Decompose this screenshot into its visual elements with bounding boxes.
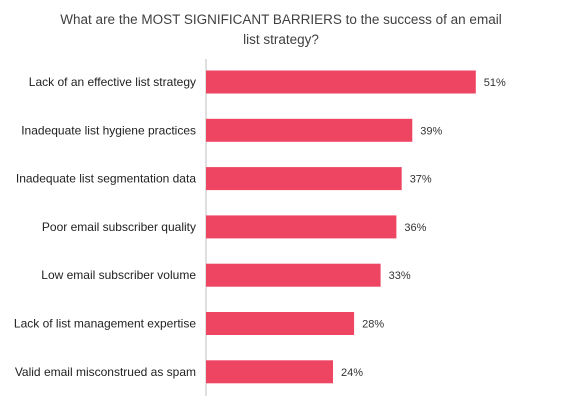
category-label-5: Lack of list management expertise [14,317,196,331]
bars-group: Lack of an effective list strategy 51% Ina… [14,70,506,384]
value-label-1: 39% [420,125,442,137]
bar-4 [206,263,381,287]
category-label-2: Inadequate list segmentation data [16,172,196,186]
value-label-5: 28% [362,319,384,331]
chart-title-line-1: What are the MOST SIGNIFICANT BARRIERS t… [60,12,501,27]
value-label-2: 37% [410,174,432,186]
category-label-0: Lack of an effective list strategy [29,75,196,89]
category-label-4: Low email subscriber volume [41,268,196,282]
value-label-6: 24% [341,367,363,379]
bar-0 [206,70,476,94]
chart-title-line-2: list strategy? [243,32,319,47]
value-label-0: 51% [484,77,506,89]
category-label-3: Poor email subscriber quality [42,220,196,234]
bar-2 [206,167,402,191]
bar-3 [206,215,397,239]
value-label-3: 36% [404,222,426,234]
value-label-4: 33% [389,270,411,282]
category-label-6: Valid email misconstrued as spam [15,365,196,379]
bar-6 [206,360,333,384]
bar-1 [206,118,413,142]
bar-5 [206,312,355,335]
category-label-1: Inadequate list hygiene practices [21,123,196,137]
